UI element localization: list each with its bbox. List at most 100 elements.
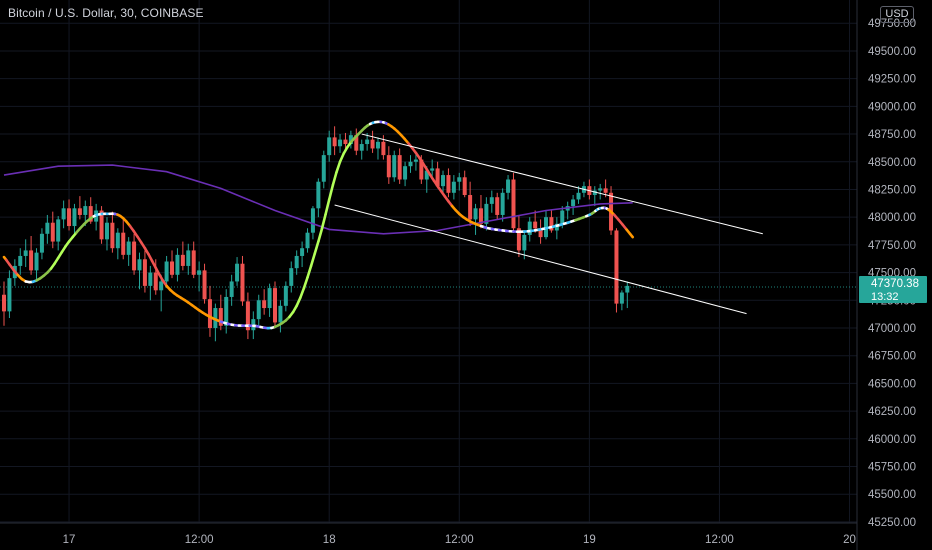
candle-body — [278, 305, 283, 323]
candle-body — [516, 228, 521, 251]
candle-body — [197, 270, 202, 275]
candle-body — [370, 139, 375, 149]
candle-body — [381, 141, 386, 156]
candle-body — [180, 254, 185, 266]
candle-body — [495, 197, 500, 215]
candle-body — [224, 296, 229, 326]
candle-body — [343, 139, 348, 145]
candle-body — [321, 155, 326, 182]
time-tick-label: 12:00 — [445, 534, 474, 546]
candle-body — [435, 168, 440, 187]
candle-body — [446, 175, 451, 193]
candle-body — [45, 222, 50, 234]
candle-body — [538, 228, 543, 238]
smoothed-ma-segment — [327, 184, 335, 201]
price-tick-label: 50000.00 — [868, 0, 916, 3]
candle-body — [283, 285, 288, 306]
candle-body — [419, 159, 424, 180]
candle-body — [451, 181, 456, 193]
candle-body — [468, 195, 473, 220]
candle-body — [142, 259, 147, 286]
time-tick-label: 19 — [583, 534, 596, 546]
candle-body — [560, 210, 565, 224]
candle-body — [99, 210, 104, 240]
candle-body — [300, 248, 305, 256]
candle-body — [603, 188, 608, 193]
candle-body — [332, 137, 337, 147]
candle-body — [273, 288, 277, 323]
candle-body — [267, 288, 272, 309]
candle-body — [245, 301, 250, 331]
channel-line — [361, 133, 763, 235]
candle-body — [77, 208, 82, 215]
candle-body — [316, 181, 321, 209]
last-price-label: 47370.38 — [871, 278, 919, 290]
candle-body — [397, 155, 402, 180]
price-tick-label: 47750.00 — [868, 240, 916, 252]
price-tick-label: 45500.00 — [868, 489, 916, 501]
symbol-title: Bitcoin / U.S. Dollar, 30, COINBASE — [8, 6, 204, 20]
candle-body — [549, 217, 554, 231]
candle-body — [34, 252, 39, 271]
candle-body — [403, 166, 408, 180]
smoothed-ma-segment — [295, 296, 302, 308]
candle-body — [576, 192, 581, 200]
smoothed-ma-segment — [331, 171, 338, 187]
candle-body — [164, 261, 169, 282]
candle-body — [386, 155, 391, 178]
price-tick-label: 46500.00 — [868, 378, 916, 390]
candle-body — [126, 241, 131, 255]
candle-body — [392, 155, 397, 178]
currency-button[interactable]: USD — [880, 6, 914, 23]
candle-body — [67, 208, 72, 227]
candle-body — [310, 208, 315, 233]
candle-body — [153, 272, 158, 291]
candle-body — [473, 208, 478, 220]
price-tick-label: 48750.00 — [868, 129, 916, 141]
price-tick-label: 48500.00 — [868, 157, 916, 169]
candle-body — [235, 263, 240, 282]
price-tick-label: 48250.00 — [868, 184, 916, 196]
candle-body — [408, 161, 413, 167]
candle-body — [191, 250, 196, 275]
time-tick-label: 12:00 — [705, 534, 734, 546]
price-tick-label: 49250.00 — [868, 74, 916, 86]
candle-body — [7, 278, 12, 312]
price-tick-label: 46000.00 — [868, 434, 916, 446]
candle-body — [354, 135, 359, 151]
candle-body — [159, 281, 164, 291]
channel-line — [334, 204, 747, 315]
bar-countdown: 13:32 — [871, 291, 899, 303]
candle-body — [619, 292, 624, 304]
long-moving-average — [3, 164, 633, 235]
candle-body — [256, 300, 261, 320]
candle-body — [462, 177, 467, 196]
candle-body — [375, 141, 380, 149]
candle-body — [457, 177, 462, 182]
candle-body — [533, 221, 538, 229]
candle-body — [39, 233, 44, 253]
smoothed-ma-segment — [302, 276, 309, 290]
candle-body — [592, 190, 597, 196]
candle-body — [207, 299, 212, 328]
candle-body — [83, 206, 88, 215]
price-tick-label: 45750.00 — [868, 462, 916, 474]
candle-body — [359, 144, 364, 151]
price-tick-label: 46750.00 — [868, 351, 916, 363]
time-tick-label: 17 — [63, 534, 76, 546]
price-tick-label: 46250.00 — [868, 406, 916, 418]
candle-body — [338, 139, 343, 147]
candle-body — [289, 268, 294, 286]
time-axis-panel — [0, 523, 857, 550]
candle-body — [50, 222, 55, 242]
smoothed-ma-segment — [335, 160, 342, 174]
candle-body — [18, 255, 23, 266]
candle-body — [614, 230, 619, 304]
candle-body — [522, 234, 527, 251]
candle-body — [72, 208, 77, 227]
candle-body — [506, 179, 511, 193]
candle-body — [305, 232, 310, 249]
candle-body — [348, 135, 353, 145]
price-tick-label: 47000.00 — [868, 323, 916, 335]
